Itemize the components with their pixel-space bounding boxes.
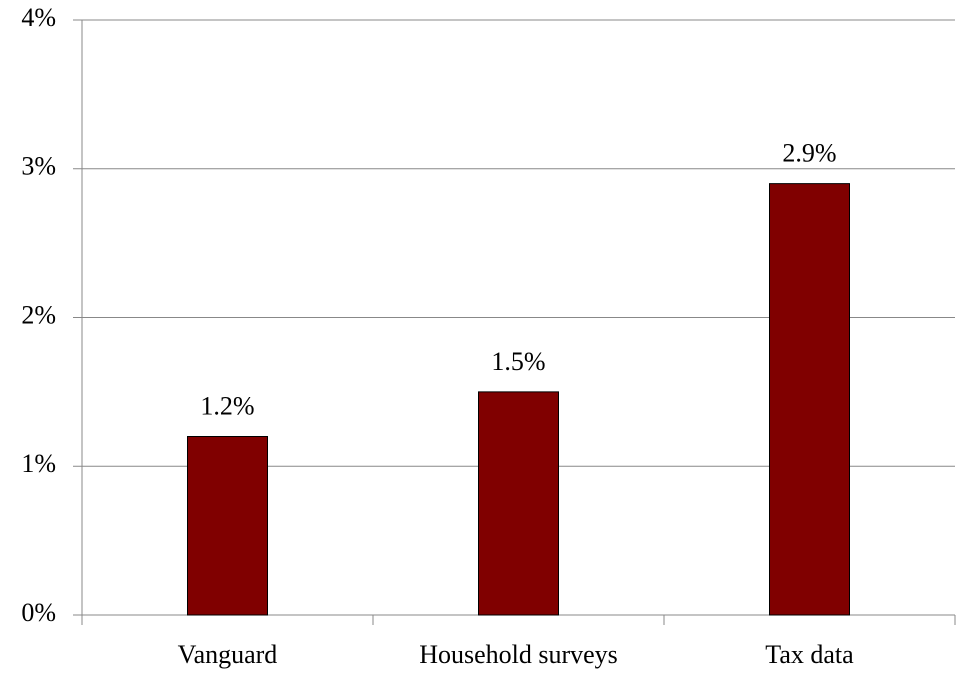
value-label: 2.9% <box>782 139 836 168</box>
x-tick-label: Tax data <box>765 640 854 669</box>
bar <box>478 391 559 616</box>
y-tick-label: 0% <box>21 598 56 627</box>
y-tick-label: 4% <box>21 3 56 32</box>
y-tick-label: 2% <box>21 300 56 329</box>
x-tick-label: Vanguard <box>178 640 278 669</box>
bar <box>769 183 850 616</box>
x-tick-label: Household surveys <box>419 640 618 669</box>
value-label: 1.2% <box>200 391 254 420</box>
y-tick-label: 3% <box>21 152 56 181</box>
bar <box>187 436 268 616</box>
value-label: 1.5% <box>491 347 545 376</box>
y-tick-label: 1% <box>21 449 56 478</box>
